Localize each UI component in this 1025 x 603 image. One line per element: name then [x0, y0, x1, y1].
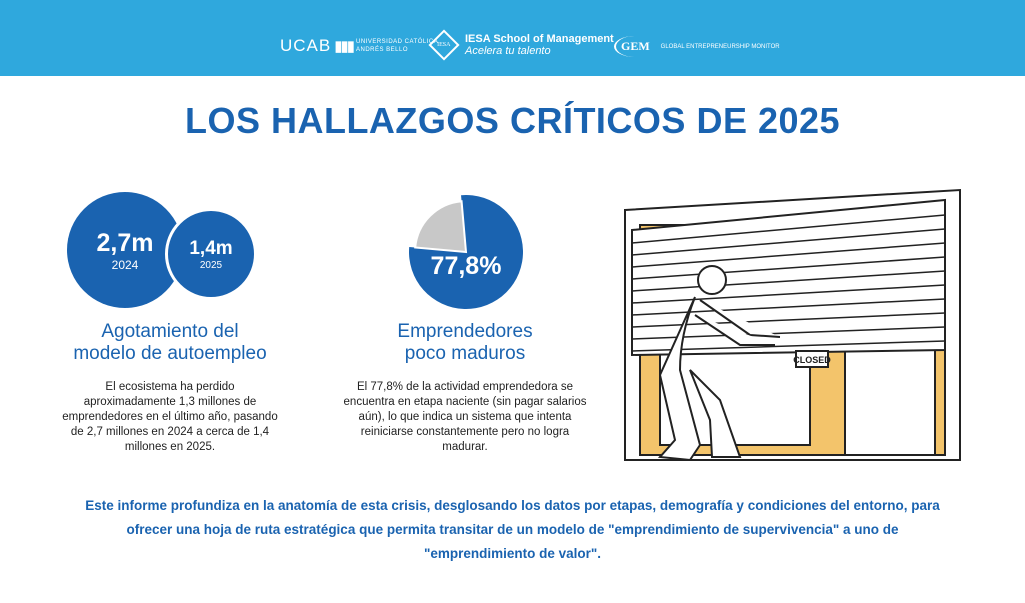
closed-sign-text: CLOSED [793, 355, 831, 365]
stat2-heading: Emprendedores poco maduros [340, 321, 590, 365]
closing-shutter-illustration: CLOSED [624, 188, 961, 462]
page-title: LOS HALLAZGOS CRÍTICOS DE 2025 [184, 100, 841, 141]
iesa-logo: IESA IESA School of Management Acelera tu… [428, 29, 614, 61]
worker-figure [657, 265, 781, 462]
stat-circle-2024: 2,7m 2024 [67, 192, 183, 308]
iesa-title: IESA School of Management [465, 33, 614, 45]
ucab-columns-icon: ▮▮▮ [334, 38, 355, 55]
ucab-sub2: ANDRÉS BELLO [356, 47, 409, 53]
ucab-sub1: UNIVERSIDAD CATÓLICA [356, 39, 439, 45]
gem-mark: GEM [614, 36, 655, 57]
iesa-tagline: Acelera tu talento [465, 45, 551, 57]
gem-text: GLOBAL ENTREPRENEURSHIP MONITOR [660, 43, 780, 50]
pie-percent-label: 77,8% [430, 252, 502, 280]
stat1-description: El ecosistema ha perdido aproximadamente… [62, 381, 278, 453]
stat1-heading-line2: modelo de autoempleo [73, 343, 267, 364]
stat1-heading: Agotamiento del modelo de autoempleo [40, 321, 300, 365]
stat2-heading-line2: poco maduros [404, 343, 526, 364]
value-2024: 2,7m [96, 228, 154, 257]
closed-sign [795, 350, 829, 368]
ucab-wordmark: UCAB [280, 36, 332, 55]
iesa-mark: IESA [437, 42, 451, 48]
gem-logo: GEM GLOBAL ENTREPRENEURSHIP MONITOR [614, 36, 780, 57]
stat1-heading-line1: Agotamiento del [101, 321, 239, 342]
value-2025: 1,4m [189, 237, 233, 259]
stat2-description: El 77,8% de la actividad emprendedora se… [343, 381, 587, 453]
year-2025: 2025 [199, 259, 223, 271]
iesa-diamond-icon: IESA [428, 29, 460, 61]
stat-circle-2025: 1,4m 2025 [165, 208, 257, 300]
ucab-logo: UCAB ▮▮▮ UNIVERSIDAD CATÓLICA ANDRÉS BELL… [280, 36, 438, 56]
footer-summary: Este informe profundiza en la anatomía d… [85, 498, 940, 561]
stat2-heading-line1: Emprendedores [397, 321, 533, 342]
year-2024: 2024 [111, 257, 139, 272]
header-bar: UCAB ▮▮▮ UNIVERSIDAD CATÓLICA ANDRÉS BELL… [0, 0, 1025, 76]
nascent-pie-chart [409, 195, 523, 309]
pie-slice-other [414, 200, 468, 254]
